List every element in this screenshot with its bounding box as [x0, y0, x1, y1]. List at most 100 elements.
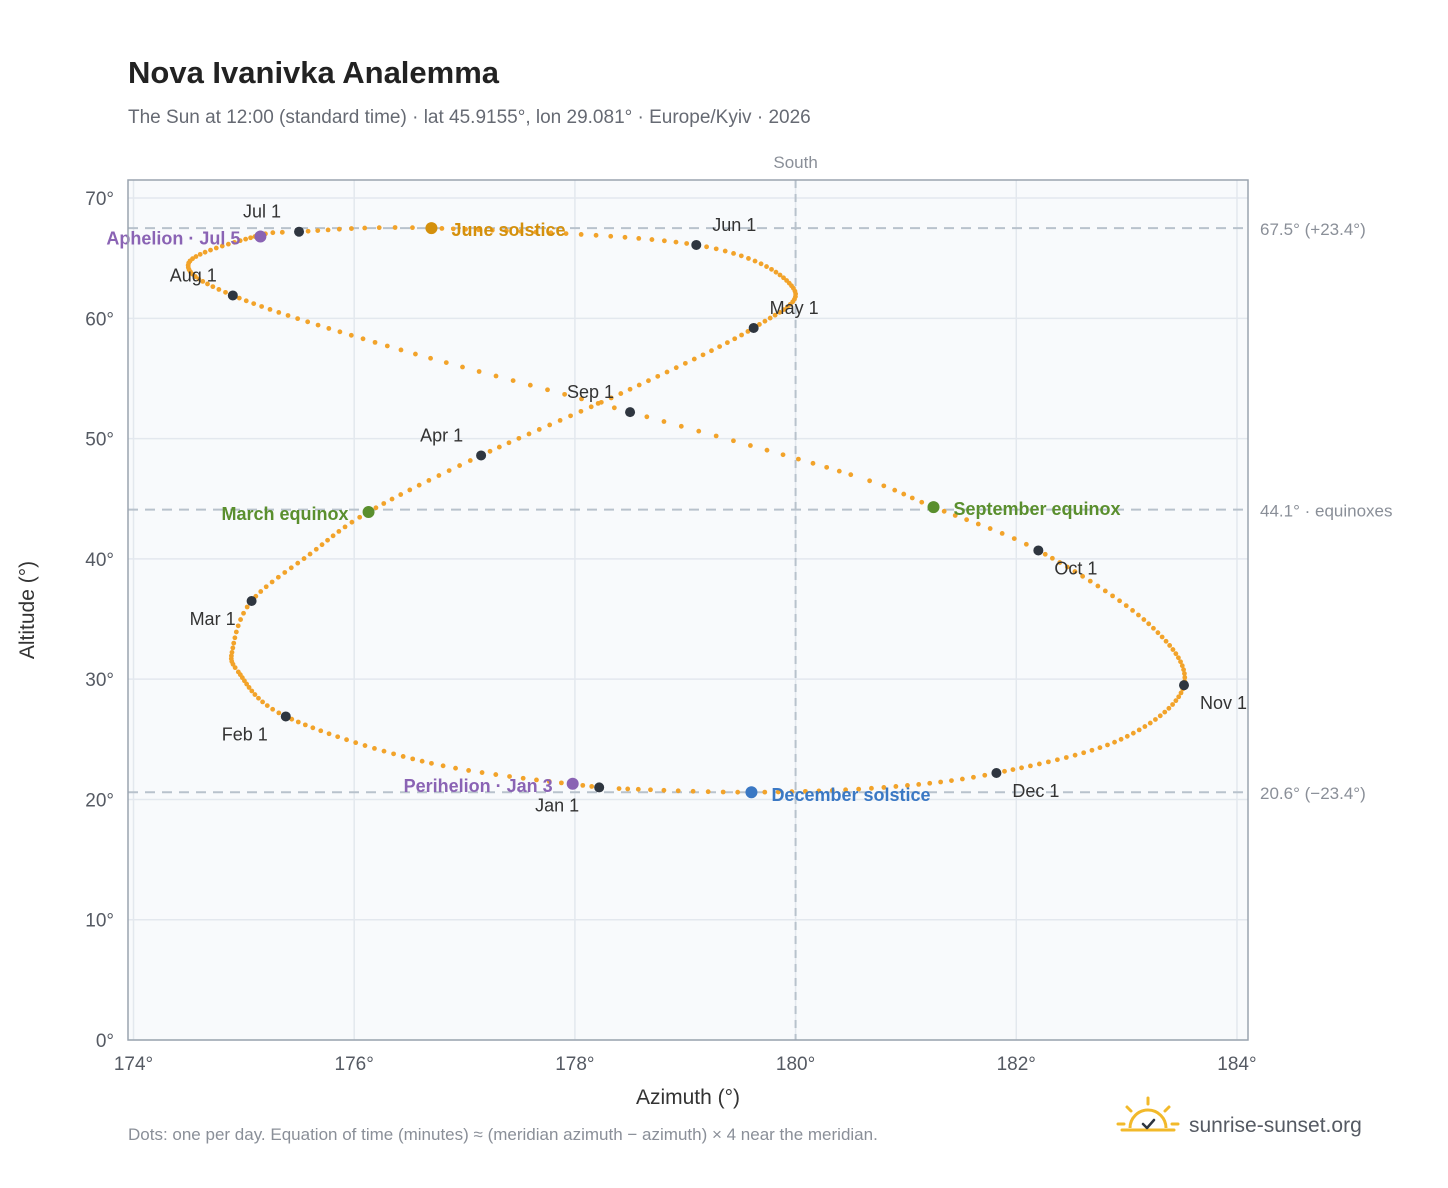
- daily-sun-dot: [1130, 730, 1136, 736]
- daily-sun-dot: [1170, 647, 1176, 652]
- daily-sun-dot: [836, 468, 842, 474]
- daily-sun-dot: [704, 244, 709, 250]
- daily-sun-dot: [869, 785, 874, 791]
- daily-sun-dot: [636, 382, 642, 388]
- daily-sun-dot: [381, 501, 387, 506]
- daily-sun-dot: [229, 649, 235, 655]
- chart-title: Nova Ivanivka Analemma: [128, 55, 500, 90]
- daily-sun-dot: [547, 422, 553, 428]
- daily-sun-dot: [901, 491, 907, 497]
- daily-sun-dot: [410, 756, 416, 762]
- daily-sun-dot: [400, 754, 406, 759]
- daily-sun-dot: [202, 249, 208, 255]
- daily-sun-dot: [1179, 663, 1185, 669]
- daily-sun-dot: [1178, 690, 1184, 696]
- daily-sun-dot: [646, 378, 651, 384]
- y-axis-label: Altitude (°): [16, 561, 39, 659]
- daily-sun-dot: [1081, 750, 1087, 756]
- x-tick-label: 182°: [997, 1054, 1036, 1075]
- month-marker-dot: [280, 711, 291, 722]
- altitude-reference-label: 44.1° · equinoxes: [1260, 502, 1393, 521]
- daily-sun-dot: [357, 514, 363, 520]
- daily-sun-dot: [1173, 651, 1179, 657]
- event-marker-dot: [362, 505, 375, 518]
- daily-sun-dot: [999, 530, 1005, 536]
- daily-sun-dot: [389, 496, 395, 502]
- daily-sun-dot: [205, 281, 210, 287]
- daily-sun-dot: [252, 692, 258, 697]
- daily-sun-dot: [618, 391, 624, 396]
- daily-sun-dot: [413, 351, 418, 357]
- daily-sun-dot: [479, 770, 485, 775]
- daily-sun-dot: [192, 274, 198, 279]
- daily-sun-dot: [1167, 643, 1173, 648]
- brand-logo[interactable]: sunrise-sunset.org: [1116, 1096, 1362, 1137]
- daily-sun-dot: [971, 774, 976, 780]
- daily-sun-dot: [616, 786, 622, 792]
- daily-sun-dot: [964, 517, 970, 523]
- daily-sun-dot: [732, 336, 738, 342]
- daily-sun-dot: [661, 787, 667, 793]
- daily-sun-dot: [428, 355, 433, 361]
- daily-sun-dot: [1142, 724, 1148, 729]
- event-marker-dot: [745, 786, 758, 799]
- daily-sun-dot: [344, 737, 349, 743]
- daily-sun-dot: [627, 386, 633, 392]
- daily-sun-dot: [235, 669, 241, 675]
- daily-sun-dot: [713, 246, 719, 252]
- daily-sun-dot: [1182, 671, 1187, 676]
- month-marker-dot: [1033, 545, 1044, 556]
- daily-sun-dot: [372, 339, 378, 345]
- daily-sun-dot: [516, 435, 522, 441]
- daily-sun-dot: [267, 306, 273, 312]
- sun-logo-icon: [1116, 1096, 1180, 1132]
- daily-sun-dot: [335, 734, 341, 740]
- daily-sun-dot: [237, 238, 243, 244]
- daily-sun-dot: [318, 728, 324, 734]
- daily-sun-dot: [231, 239, 237, 245]
- daily-sun-dot: [216, 287, 222, 292]
- month-marker-label: Sep 1: [567, 382, 614, 402]
- daily-sun-dot: [589, 784, 595, 789]
- daily-sun-dot: [578, 408, 584, 414]
- daily-sun-dot: [867, 478, 873, 484]
- daily-sun-dot: [426, 478, 432, 483]
- daily-sun-dot: [270, 706, 276, 712]
- event-marker-label: March equinox: [222, 504, 349, 524]
- daily-sun-dot: [709, 348, 714, 354]
- daily-sun-dot: [758, 261, 764, 267]
- month-marker-label: May 1: [770, 298, 819, 318]
- daily-sun-dot: [1147, 720, 1153, 726]
- daily-sun-dot: [1118, 736, 1124, 742]
- event-marker-dot: [425, 222, 438, 235]
- daily-sun-dot: [691, 356, 697, 362]
- daily-sun-dot: [391, 751, 396, 757]
- daily-sun-dot: [439, 226, 445, 231]
- daily-sun-dot: [1162, 709, 1168, 715]
- daily-sun-dot: [909, 495, 915, 501]
- daily-sun-dot: [664, 369, 670, 375]
- altitude-reference-label: 67.5° (+23.4°): [1260, 220, 1366, 239]
- event-marker-dot: [566, 777, 579, 790]
- daily-sun-dot: [722, 248, 728, 254]
- daily-sun-dot: [941, 508, 947, 514]
- daily-sun-dot: [325, 537, 330, 543]
- daily-sun-dot: [784, 278, 789, 283]
- daily-sun-dot: [881, 785, 887, 790]
- daily-sun-dot: [326, 326, 332, 331]
- daily-sun-dot: [231, 640, 237, 646]
- event-marker-label: September equinox: [954, 499, 1121, 519]
- brand-text[interactable]: sunrise-sunset.org: [1189, 1114, 1362, 1137]
- event-marker-label: Perihelion · Jan 3: [404, 776, 553, 796]
- daily-sun-dot: [326, 731, 332, 737]
- daily-sun-dot: [289, 716, 295, 722]
- month-marker-label: Jan 1: [535, 795, 579, 815]
- daily-sun-dot: [588, 404, 594, 410]
- daily-sun-dot: [548, 230, 554, 236]
- daily-sun-dot: [246, 685, 252, 690]
- daily-sun-dot: [1117, 598, 1122, 604]
- month-marker-dot: [1179, 680, 1189, 691]
- daily-sun-dot: [453, 765, 458, 771]
- daily-sun-dot: [705, 789, 711, 795]
